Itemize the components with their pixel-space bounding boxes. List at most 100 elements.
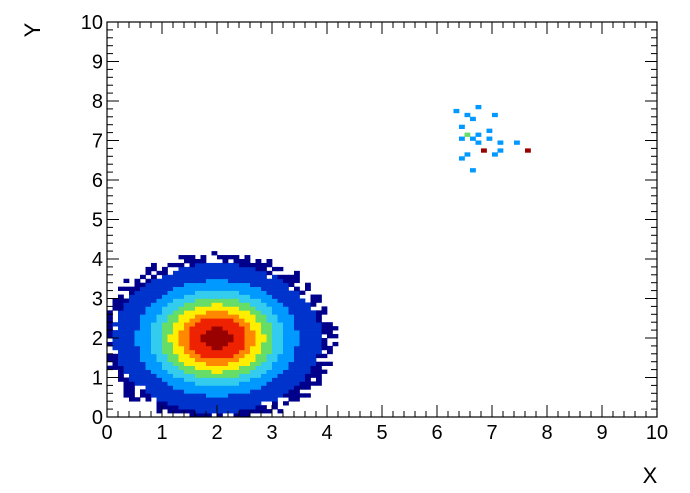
heatmap-cell <box>140 345 146 351</box>
heatmap-cell <box>189 338 196 343</box>
heatmap-cell <box>244 365 251 370</box>
heatmap-cell <box>151 282 157 287</box>
heatmap-cell <box>255 405 262 410</box>
heatmap-cell <box>327 326 333 331</box>
heatmap-cell <box>156 357 163 363</box>
heatmap-cell <box>261 270 267 276</box>
heatmap-cell <box>310 349 317 355</box>
heatmap-cell <box>140 318 146 323</box>
heatmap-cell <box>222 266 229 272</box>
heatmap-cell <box>266 341 273 347</box>
heatmap-cell <box>266 397 273 402</box>
heatmap-cell <box>217 322 223 327</box>
heatmap-cell <box>321 322 328 327</box>
heatmap-cell <box>266 286 273 291</box>
heatmap-cell <box>222 401 229 406</box>
heatmap-cell <box>156 393 163 398</box>
heatmap-cell <box>189 266 196 272</box>
heatmap-cell <box>239 259 245 264</box>
heatmap-cell <box>261 365 267 370</box>
heatmap-cell <box>129 385 135 390</box>
heatmap-cell <box>239 338 245 343</box>
heatmap-cell <box>222 318 229 323</box>
heatmap-cell <box>250 302 256 307</box>
heatmap-cell <box>140 274 146 280</box>
heatmap-cell <box>151 334 157 339</box>
heatmap-cell <box>140 310 146 315</box>
heatmap-cell <box>173 345 179 351</box>
heatmap-cell <box>206 373 212 378</box>
heatmap-cell <box>250 282 256 287</box>
heatmap-cell <box>189 377 196 382</box>
heatmap-cell <box>244 397 251 402</box>
heatmap-cell <box>178 306 185 311</box>
heatmap-cell <box>261 290 267 295</box>
heatmap-cell <box>222 385 229 390</box>
heatmap-cell <box>475 104 482 110</box>
heatmap-cell <box>228 286 234 291</box>
heatmap-cell <box>261 361 267 366</box>
heatmap-cell <box>222 262 229 268</box>
heatmap-cell <box>277 365 284 370</box>
heatmap-cell <box>217 409 223 414</box>
heatmap-cell <box>195 262 201 268</box>
heatmap-cell <box>200 381 207 386</box>
heatmap-cell <box>305 385 311 390</box>
heatmap-cell <box>233 330 240 335</box>
heatmap-cell <box>299 393 306 398</box>
heatmap-cell <box>167 330 174 335</box>
heatmap-cell <box>492 152 498 157</box>
heatmap-cell <box>195 357 201 363</box>
heatmap-cell <box>288 369 295 374</box>
heatmap-cell <box>266 262 273 268</box>
heatmap-cell <box>288 345 295 351</box>
heatmap-cell <box>239 397 245 402</box>
heatmap-cell <box>244 294 251 299</box>
heatmap-cell <box>239 341 245 347</box>
heatmap-cell <box>206 397 212 402</box>
heatmap-cell <box>200 290 207 295</box>
heatmap-cell <box>184 373 190 378</box>
heatmap-cell <box>228 306 234 311</box>
heatmap-cell <box>173 338 179 343</box>
heatmap-cell <box>195 401 201 406</box>
heatmap-cell <box>316 334 322 339</box>
heatmap-cell <box>266 357 273 363</box>
heatmap-cell <box>261 274 267 280</box>
heatmap-cell <box>211 278 218 284</box>
heatmap-cell <box>151 278 157 284</box>
heatmap-cell <box>140 302 146 307</box>
heatmap-cell <box>305 302 311 307</box>
heatmap-cell <box>178 318 185 323</box>
heatmap-cell <box>129 334 135 339</box>
heatmap-cell <box>123 338 130 343</box>
heatmap-cell <box>299 314 306 319</box>
heatmap-cell <box>310 294 317 299</box>
heatmap-cell <box>228 381 234 386</box>
heatmap-cell <box>200 274 207 280</box>
heatmap-cell <box>184 302 190 307</box>
heatmap-cell <box>255 266 262 272</box>
heatmap-cell <box>294 302 300 307</box>
heatmap-cell <box>222 326 229 331</box>
heatmap-cell <box>178 409 185 414</box>
heatmap-cell <box>222 314 229 319</box>
heatmap-cell <box>305 334 311 339</box>
heatmap-cell <box>233 326 240 331</box>
heatmap-cell <box>162 401 168 406</box>
heatmap-cell <box>316 381 322 386</box>
heatmap-cell <box>316 349 322 355</box>
heatmap-cell <box>299 306 306 311</box>
heatmap-cell <box>255 349 262 355</box>
heatmap-cell <box>217 405 223 410</box>
heatmap-cell <box>272 302 278 307</box>
heatmap-cell <box>184 393 190 398</box>
heatmap-cell <box>233 385 240 390</box>
heatmap-cell <box>283 306 289 311</box>
heatmap-cell <box>217 302 223 307</box>
heatmap-cell <box>151 369 157 374</box>
heatmap-cell <box>162 266 168 272</box>
heatmap-cell <box>239 278 245 284</box>
heatmap-cell <box>178 389 185 394</box>
heatmap-cell <box>123 318 130 323</box>
